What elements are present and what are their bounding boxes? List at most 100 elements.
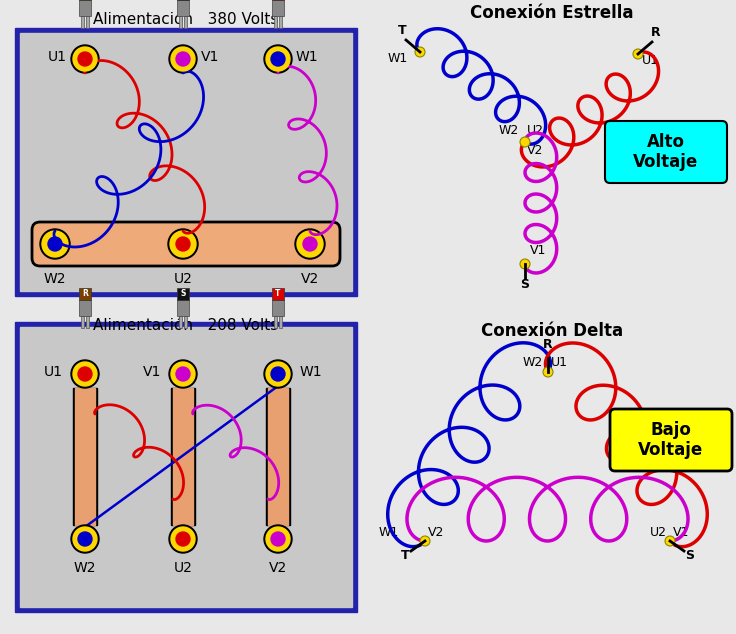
- Text: V2: V2: [301, 272, 319, 286]
- Text: T: T: [275, 290, 280, 299]
- Circle shape: [73, 362, 97, 386]
- Text: S: S: [685, 549, 695, 562]
- Text: V2: V2: [527, 144, 543, 157]
- Bar: [73, 388, 97, 525]
- Circle shape: [420, 536, 430, 546]
- Bar: [171, 388, 195, 525]
- Circle shape: [78, 532, 92, 546]
- Bar: [15, 28, 357, 296]
- Text: V1: V1: [143, 365, 161, 379]
- Text: V1: V1: [201, 50, 219, 64]
- Circle shape: [266, 47, 290, 71]
- Bar: [173, 388, 193, 525]
- Text: W2: W2: [499, 124, 519, 137]
- Bar: [272, 300, 284, 316]
- Circle shape: [297, 231, 323, 257]
- Circle shape: [295, 229, 325, 259]
- Circle shape: [520, 137, 530, 147]
- Circle shape: [168, 229, 198, 259]
- Circle shape: [78, 367, 92, 381]
- Text: S: S: [520, 278, 529, 291]
- Text: Conexión Estrella: Conexión Estrella: [470, 4, 634, 22]
- Circle shape: [415, 47, 425, 57]
- Bar: [184, 316, 187, 328]
- Bar: [79, 0, 91, 16]
- Bar: [79, 300, 91, 316]
- Text: S: S: [180, 290, 185, 299]
- Text: Bajo
Voltaje: Bajo Voltaje: [638, 420, 704, 460]
- Bar: [179, 316, 182, 328]
- Text: V2: V2: [428, 526, 445, 539]
- Text: Alto
Voltaje: Alto Voltaje: [634, 133, 698, 171]
- Bar: [20, 33, 352, 291]
- Text: W1: W1: [388, 52, 408, 65]
- Bar: [268, 388, 288, 525]
- Bar: [86, 316, 89, 328]
- Bar: [272, 288, 284, 300]
- Circle shape: [78, 52, 92, 66]
- Bar: [272, 0, 284, 16]
- Bar: [81, 316, 84, 328]
- Bar: [79, 288, 91, 300]
- Circle shape: [176, 532, 190, 546]
- Text: V2: V2: [269, 561, 287, 575]
- Bar: [266, 388, 290, 525]
- Bar: [75, 388, 95, 525]
- Circle shape: [170, 231, 196, 257]
- Circle shape: [71, 45, 99, 73]
- Text: R: R: [651, 26, 661, 39]
- Text: W2: W2: [74, 561, 96, 575]
- Circle shape: [176, 237, 190, 251]
- Circle shape: [40, 229, 70, 259]
- Circle shape: [271, 532, 285, 546]
- FancyBboxPatch shape: [32, 222, 340, 266]
- Text: Alimentación   380 Volts: Alimentación 380 Volts: [93, 12, 279, 27]
- Circle shape: [264, 360, 292, 388]
- Text: W1: W1: [300, 365, 322, 379]
- Circle shape: [633, 49, 643, 59]
- Circle shape: [176, 367, 190, 381]
- Circle shape: [171, 527, 195, 551]
- Text: W2: W2: [523, 356, 543, 369]
- Text: W1: W1: [379, 526, 399, 539]
- Circle shape: [271, 52, 285, 66]
- Circle shape: [264, 45, 292, 73]
- Bar: [81, 16, 84, 28]
- Circle shape: [543, 367, 553, 377]
- Bar: [20, 327, 352, 607]
- Circle shape: [73, 527, 97, 551]
- Circle shape: [176, 52, 190, 66]
- Circle shape: [42, 231, 68, 257]
- Circle shape: [303, 237, 317, 251]
- FancyBboxPatch shape: [605, 121, 727, 183]
- Text: U1: U1: [551, 356, 568, 369]
- Bar: [15, 322, 357, 612]
- FancyBboxPatch shape: [610, 409, 732, 471]
- Circle shape: [271, 367, 285, 381]
- Text: V1: V1: [530, 244, 546, 257]
- Circle shape: [171, 47, 195, 71]
- Circle shape: [169, 45, 197, 73]
- Text: U2: U2: [527, 124, 544, 137]
- Bar: [274, 316, 277, 328]
- Text: U2: U2: [174, 272, 192, 286]
- Bar: [86, 16, 89, 28]
- Text: W1: W1: [296, 50, 319, 64]
- Circle shape: [266, 362, 290, 386]
- Bar: [184, 16, 187, 28]
- Circle shape: [169, 525, 197, 553]
- Bar: [179, 16, 182, 28]
- Circle shape: [665, 536, 675, 546]
- Bar: [279, 16, 282, 28]
- Circle shape: [73, 47, 97, 71]
- Text: T: T: [397, 24, 406, 37]
- Text: V1: V1: [673, 526, 690, 539]
- Text: U1: U1: [642, 54, 659, 67]
- Bar: [279, 316, 282, 328]
- Text: U2: U2: [650, 526, 667, 539]
- Circle shape: [266, 527, 290, 551]
- Circle shape: [71, 360, 99, 388]
- Bar: [177, 288, 189, 300]
- Text: U1: U1: [44, 365, 63, 379]
- Text: R: R: [82, 290, 88, 299]
